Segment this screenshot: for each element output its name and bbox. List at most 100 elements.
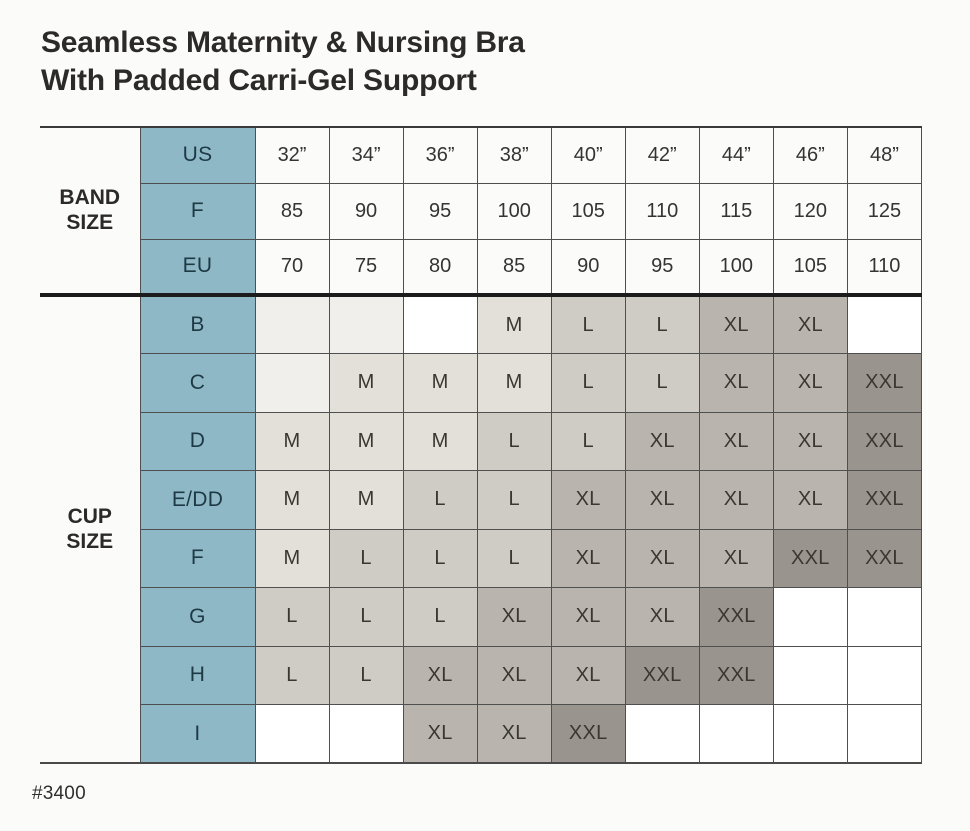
size-cell xyxy=(254,704,330,764)
band-value-cell: 100 xyxy=(476,182,552,240)
band-size-group-label: BAND SIZE xyxy=(40,126,140,297)
cup-row: H L L XL XL XL XXL XXL xyxy=(40,645,923,705)
size-cell: M xyxy=(476,353,552,413)
band-value-cell: 85 xyxy=(476,238,552,297)
size-cell: L xyxy=(402,528,478,588)
size-cell: L xyxy=(476,411,552,471)
size-cell: L xyxy=(328,587,404,647)
band-row-header: F xyxy=(139,182,256,240)
cup-row-header: C xyxy=(139,353,256,413)
cup-row: E/DD M M L L XL XL XL XL XXL xyxy=(40,470,923,530)
band-value-cell: 105 xyxy=(550,182,626,240)
band-row: BAND SIZE US 32” 34” 36” 38” 40” 42” 44” 46” 48” xyxy=(40,126,923,297)
page-title-line1: Seamless Maternity & Nursing Bra xyxy=(41,26,525,59)
band-value-cell: 80 xyxy=(402,238,478,297)
size-cell: XL xyxy=(476,587,552,647)
size-cell xyxy=(846,704,923,764)
band-value-cell: 40” xyxy=(550,126,626,184)
size-cell: XL xyxy=(698,470,774,530)
size-cell xyxy=(846,294,923,354)
cup-row: I XL XL XXL xyxy=(40,704,923,764)
band-row: F 85 90 95 100 105 110 115 120 125 xyxy=(40,182,923,240)
band-row-header: US xyxy=(139,126,256,184)
size-cell xyxy=(254,353,330,413)
size-cell xyxy=(772,704,848,764)
band-value-cell: 48” xyxy=(846,126,923,184)
band-value-cell: 90 xyxy=(328,182,404,240)
page-title-line2: With Padded Carri-Gel Support xyxy=(41,64,477,98)
size-cell: XL xyxy=(624,411,700,471)
size-cell: XL xyxy=(550,470,626,530)
size-cell: XXL xyxy=(772,528,848,588)
band-row-header: EU xyxy=(139,238,256,297)
cup-row: F M L L L XL XL XL XXL XXL xyxy=(40,528,923,588)
size-cell: XL xyxy=(698,528,774,588)
size-cell xyxy=(846,587,923,647)
band-value-cell: 36” xyxy=(402,126,478,184)
size-cell: XL xyxy=(476,645,552,705)
cup-row-header: I xyxy=(139,704,256,764)
size-cell xyxy=(772,645,848,705)
size-cell: XXL xyxy=(846,528,923,588)
size-cell: L xyxy=(402,470,478,530)
cup-row-header: B xyxy=(139,294,256,354)
size-cell: XXL xyxy=(550,704,626,764)
band-value-cell: 85 xyxy=(254,182,330,240)
size-cell xyxy=(254,294,330,354)
cup-row: CUP SIZE B M L L XL XL xyxy=(40,293,923,764)
size-cell: L xyxy=(328,528,404,588)
band-value-cell: 110 xyxy=(624,182,700,240)
size-cell: M xyxy=(328,470,404,530)
band-value-cell: 42” xyxy=(624,126,700,184)
cup-row-header: F xyxy=(139,528,256,588)
cup-row: D M M M L L XL XL XL XXL xyxy=(40,411,923,471)
size-cell: XL xyxy=(772,411,848,471)
cup-row-header: E/DD xyxy=(139,470,256,530)
size-cell xyxy=(846,645,923,705)
size-cell xyxy=(772,587,848,647)
band-value-cell: 100 xyxy=(698,238,774,297)
size-cell: M xyxy=(254,528,330,588)
size-cell xyxy=(698,704,774,764)
size-cell: XXL xyxy=(846,411,923,471)
band-value-cell: 38” xyxy=(476,126,552,184)
size-cell xyxy=(328,704,404,764)
size-cell: L xyxy=(550,294,626,354)
size-cell: M xyxy=(328,411,404,471)
size-cell: XL xyxy=(698,294,774,354)
cup-row: G L L L XL XL XL XXL xyxy=(40,587,923,647)
band-value-cell: 44” xyxy=(698,126,774,184)
size-cell: L xyxy=(624,353,700,413)
style-number: #3400 xyxy=(32,783,86,804)
size-cell: L xyxy=(550,411,626,471)
size-cell: XL xyxy=(476,704,552,764)
size-cell xyxy=(402,294,478,354)
size-cell: XXL xyxy=(846,470,923,530)
band-value-cell: 120 xyxy=(772,182,848,240)
size-cell: XL xyxy=(624,528,700,588)
size-cell: M xyxy=(328,353,404,413)
cup-row: C M M M L L XL XL XXL xyxy=(40,353,923,413)
size-cell: XL xyxy=(698,411,774,471)
size-cell: L xyxy=(254,645,330,705)
size-cell: M xyxy=(402,353,478,413)
band-value-cell: 125 xyxy=(846,182,923,240)
size-cell: M xyxy=(254,470,330,530)
size-cell: XXL xyxy=(624,645,700,705)
band-value-cell: 115 xyxy=(698,182,774,240)
size-cell: M xyxy=(254,411,330,471)
band-value-cell: 95 xyxy=(402,182,478,240)
band-value-cell: 110 xyxy=(846,238,923,297)
size-cell: XL xyxy=(550,528,626,588)
size-cell: XL xyxy=(624,587,700,647)
size-cell: L xyxy=(624,294,700,354)
size-cell: XXL xyxy=(698,587,774,647)
size-cell: XL xyxy=(772,353,848,413)
size-cell: XL xyxy=(772,470,848,530)
size-cell: L xyxy=(328,645,404,705)
size-cell: XXL xyxy=(846,353,923,413)
size-cell xyxy=(624,704,700,764)
cup-row-header: H xyxy=(139,645,256,705)
cup-row-header: D xyxy=(139,411,256,471)
size-cell: XL xyxy=(624,470,700,530)
